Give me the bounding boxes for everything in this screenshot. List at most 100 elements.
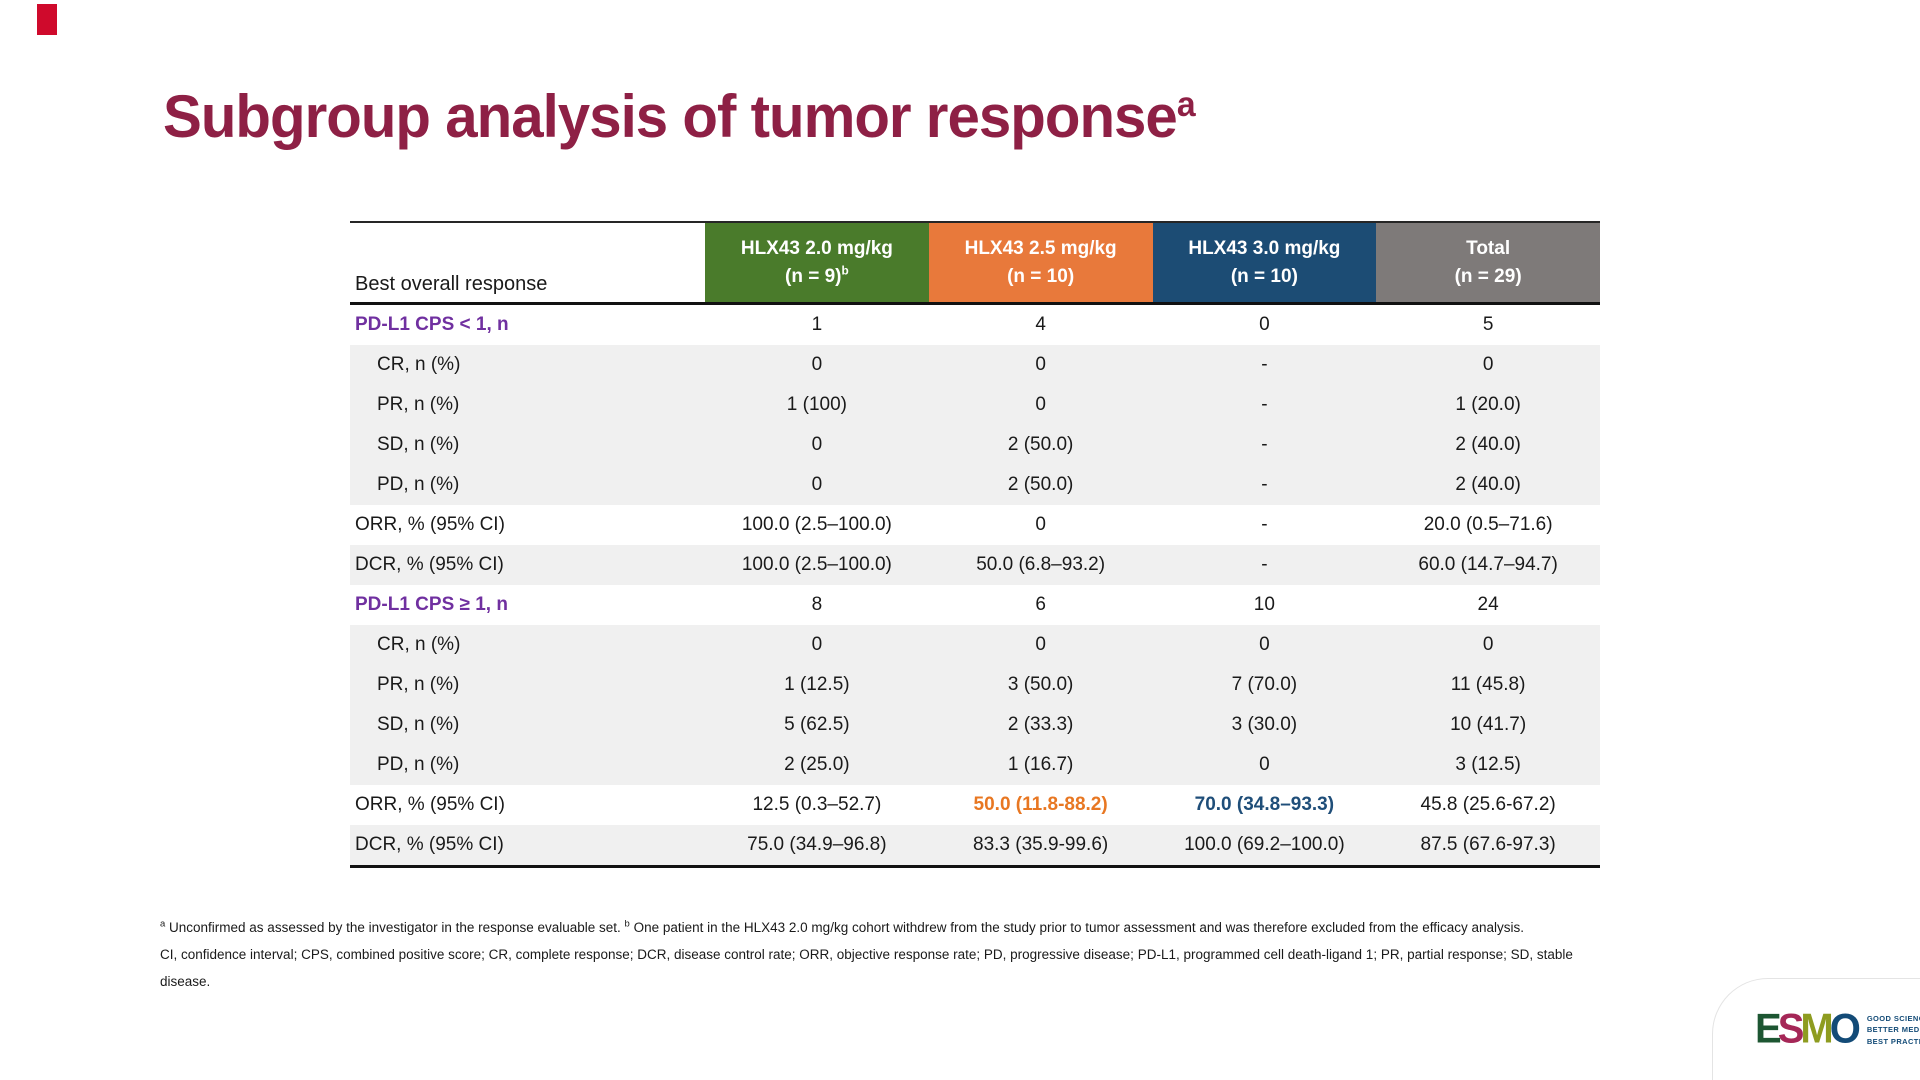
cell-value: 5 (62.5) <box>784 714 850 735</box>
cell-value: 20.0 (0.5–71.6) <box>1423 514 1553 535</box>
footnote-line-1: a Unconfirmed as assessed by the investi… <box>160 914 1620 941</box>
column-header-line1: HLX43 2.5 mg/kg <box>964 237 1117 259</box>
footnotes: a Unconfirmed as assessed by the investi… <box>160 914 1620 995</box>
column-header-line1: HLX43 2.0 mg/kg <box>740 237 893 259</box>
cell-value: 12.5 (0.3–52.7) <box>752 794 882 815</box>
cell-value: 0 <box>1259 314 1270 335</box>
footnote-marker-a: a <box>160 918 166 930</box>
column-header-superscript: b <box>841 264 849 278</box>
column-header-3: HLX43 3.0 mg/kg (n = 10) <box>1152 223 1377 302</box>
table-row: CR, n (%) 0 0 - 0 <box>350 345 1600 385</box>
column-header-1: HLX43 2.0 mg/kg (n = 9)b <box>705 223 929 302</box>
row-header-label: Best overall response <box>355 273 548 295</box>
cell-value: - <box>1261 474 1268 495</box>
row-label: SD, n (%) <box>377 714 460 735</box>
esmo-logo-tagline: GOOD SCIENCEBETTER MEDICINEBEST PRACTICE <box>1867 1013 1920 1047</box>
cell-value: 100.0 (2.5–100.0) <box>741 554 892 575</box>
page-title-text: Subgroup analysis of tumor response <box>163 83 1178 150</box>
row-label: DCR, % (95% CI) <box>355 834 504 855</box>
cell-value: 24 <box>1477 594 1499 615</box>
cell-value: 5 <box>1482 314 1494 335</box>
cell-value: 100.0 (69.2–100.0) <box>1184 834 1345 855</box>
page-title: Subgroup analysis of tumor responsea <box>163 83 1196 150</box>
page-title-superscript: a <box>1176 85 1196 124</box>
cell-value: 1 (12.5) <box>784 674 850 695</box>
column-header-line2: (n = 10) <box>1007 265 1075 287</box>
table-row: ORR, % (95% CI) 12.5 (0.3–52.7) 50.0 (11.8… <box>350 785 1600 825</box>
table-row: PD, n (%) 0 2 (50.0) - 2 (40.0) <box>350 465 1600 505</box>
cell-value: 100.0 (2.5–100.0) <box>741 514 892 535</box>
table-header-row: Best overall response HLX43 2.0 mg/kg (n … <box>350 223 1600 305</box>
response-table: Best overall response HLX43 2.0 mg/kg (n … <box>350 221 1600 868</box>
cell-value: 2 (40.0) <box>1455 474 1521 495</box>
cell-value: - <box>1261 554 1268 575</box>
cell-value: 6 <box>1035 594 1046 615</box>
row-header-cell: Best overall response <box>350 223 705 302</box>
cell-value: 7 (70.0) <box>1231 674 1298 695</box>
cell-value: 50.0 (6.8–93.2) <box>976 554 1106 575</box>
cell-value: 50.0 (11.8-88.2) <box>973 794 1108 815</box>
column-header-line1: HLX43 3.0 mg/kg <box>1188 237 1341 259</box>
row-label: PD-L1 CPS < 1, n <box>355 314 509 335</box>
esmo-logo: ESMO GOOD SCIENCEBETTER MEDICINEBEST PRA… <box>1755 1005 1920 1053</box>
esmo-corner-card: ESMO GOOD SCIENCEBETTER MEDICINEBEST PRA… <box>1712 978 1920 1080</box>
esmo-letter-e: E <box>1755 1005 1782 1053</box>
table-row: SD, n (%) 0 2 (50.0) - 2 (40.0) <box>350 425 1600 465</box>
cell-value: 87.5 (67.6-97.3) <box>1420 834 1556 855</box>
cell-value: 2 (50.0) <box>1007 434 1074 455</box>
cell-value: 0 <box>1482 354 1494 375</box>
footnote-marker-b: b <box>624 918 630 930</box>
red-corner-tag <box>37 4 57 35</box>
cell-value: - <box>1261 394 1268 415</box>
cell-value: 8 <box>811 594 823 615</box>
cell-value: 1 <box>811 314 823 335</box>
cell-value: 75.0 (34.9–96.8) <box>747 834 887 855</box>
cell-value: 0 <box>1482 634 1494 655</box>
cell-value: 11 (45.8) <box>1450 674 1526 695</box>
table-body: PD-L1 CPS < 1, n 1 4 0 5 CR, n (%) 0 0-0 PR, n (… <box>350 305 1600 865</box>
esmo-letter-o: O <box>1829 1005 1861 1053</box>
row-label: CR, n (%) <box>377 354 461 375</box>
cell-value: 0 <box>1035 514 1046 535</box>
row-label: SD, n (%) <box>377 434 460 455</box>
esmo-letter-m: M <box>1800 1005 1833 1053</box>
cell-value: - <box>1261 514 1268 535</box>
cell-value: 1 (100) <box>786 394 847 415</box>
cell-value: 3 (50.0) <box>1007 674 1074 695</box>
table-row: PD-L1 CPS ≥ 1, n 8 6 10 24 <box>350 585 1600 625</box>
footnote-line-2: CI, confidence interval; CPS, combined p… <box>160 947 1573 989</box>
cell-value: 0 <box>1259 754 1270 775</box>
cell-value: 0 <box>1259 634 1270 655</box>
table-row: PD-L1 CPS < 1, n 1 4 0 5 <box>350 305 1600 345</box>
table-row: PD, n (%) 2 (25.0) 1 (16.7) 0 3 (12.5) <box>350 745 1600 785</box>
esmo-letter-s: S <box>1777 1005 1805 1053</box>
column-header-line2: (n = 9)b <box>785 264 849 287</box>
cell-value: 45.8 (25.6-67.2) <box>1420 794 1556 815</box>
footnote-text-b: One patient in the HLX43 2.0 mg/kg cohor… <box>633 920 1525 935</box>
cell-value: 2 (33.3) <box>1007 714 1074 735</box>
row-label: DCR, % (95% CI) <box>355 554 504 575</box>
column-header-2: HLX43 2.5 mg/kg (n = 10) <box>928 223 1153 302</box>
table-row: PR, n (%) 1 (100) 0 - 1 (20.0) <box>350 385 1600 425</box>
esmo-logo-letters: ESMO <box>1755 1005 1861 1053</box>
column-header-line2: (n = 10) <box>1230 265 1298 287</box>
row-label: PD-L1 CPS ≥ 1, n <box>355 594 508 615</box>
esmo-tagline-line: GOOD SCIENCE <box>1866 1014 1920 1024</box>
esmo-tagline-line: BETTER MEDICINE <box>1866 1025 1920 1035</box>
cell-value: 10 <box>1253 594 1275 615</box>
row-label: PD, n (%) <box>377 754 460 775</box>
cell-value: - <box>1261 354 1268 375</box>
cell-value: 2 (40.0) <box>1455 434 1521 455</box>
cell-value: 10 (41.7) <box>1450 714 1527 735</box>
row-label: ORR, % (95% CI) <box>355 514 505 535</box>
esmo-tagline-line: BEST PRACTICE <box>1866 1036 1920 1046</box>
cell-value: 1 (20.0) <box>1455 394 1521 415</box>
cell-value: 83.3 (35.9-99.6) <box>973 834 1109 855</box>
cell-value: 60.0 (14.7–94.7) <box>1418 554 1558 575</box>
column-header-line2: (n = 29) <box>1454 265 1522 287</box>
table-row: PR, n (%) 1 (12.5) 3 (50.0) 7 (70.0) 11 (45.… <box>350 665 1600 705</box>
footnote-text-a: Unconfirmed as assessed by the investiga… <box>169 920 621 935</box>
cell-value: 0 <box>811 354 823 375</box>
row-label: PD, n (%) <box>377 474 460 495</box>
